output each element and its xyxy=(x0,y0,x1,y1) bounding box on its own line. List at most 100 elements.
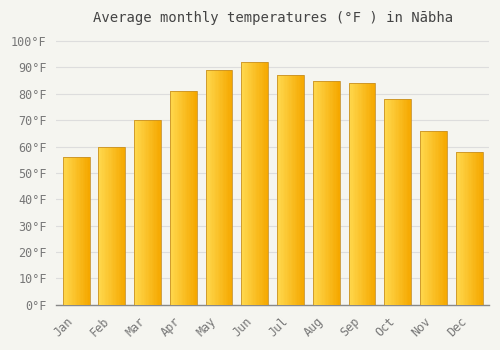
Bar xyxy=(75,157,76,305)
Bar xyxy=(108,147,109,305)
Bar xyxy=(464,152,465,305)
Bar xyxy=(352,83,354,305)
Bar xyxy=(458,152,460,305)
Bar xyxy=(263,62,264,305)
Bar xyxy=(290,75,292,305)
Bar xyxy=(406,99,407,305)
Bar xyxy=(422,131,423,305)
Bar xyxy=(470,152,472,305)
Bar xyxy=(62,157,64,305)
Bar xyxy=(314,80,316,305)
Bar xyxy=(140,120,141,305)
Bar xyxy=(432,131,434,305)
Bar xyxy=(466,152,468,305)
Title: Average monthly temperatures (°F ) in Nābha: Average monthly temperatures (°F ) in Nā… xyxy=(92,11,452,25)
Bar xyxy=(154,120,156,305)
Bar xyxy=(435,131,436,305)
Bar xyxy=(106,147,108,305)
Bar xyxy=(461,152,462,305)
Bar xyxy=(248,62,250,305)
Bar xyxy=(402,99,403,305)
Bar xyxy=(440,131,442,305)
Bar xyxy=(121,147,122,305)
Bar xyxy=(255,62,256,305)
Bar xyxy=(469,152,470,305)
Bar xyxy=(474,152,476,305)
Bar xyxy=(109,147,110,305)
Bar xyxy=(190,91,192,305)
Bar xyxy=(242,62,268,305)
Bar xyxy=(431,131,432,305)
Bar xyxy=(286,75,288,305)
Bar xyxy=(374,83,376,305)
Bar xyxy=(120,147,121,305)
Bar xyxy=(391,99,392,305)
Bar xyxy=(117,147,118,305)
Bar xyxy=(390,99,391,305)
Bar xyxy=(348,83,376,305)
Bar xyxy=(87,157,88,305)
Bar xyxy=(110,147,112,305)
Bar xyxy=(170,91,172,305)
Bar xyxy=(282,75,284,305)
Bar xyxy=(113,147,114,305)
Bar xyxy=(145,120,146,305)
Bar xyxy=(456,152,457,305)
Bar xyxy=(358,83,360,305)
Bar xyxy=(144,120,145,305)
Bar xyxy=(148,120,149,305)
Bar xyxy=(362,83,364,305)
Bar xyxy=(403,99,404,305)
Bar xyxy=(178,91,180,305)
Bar xyxy=(194,91,196,305)
Bar xyxy=(134,120,136,305)
Bar xyxy=(329,80,330,305)
Bar xyxy=(207,70,208,305)
Bar xyxy=(141,120,142,305)
Bar xyxy=(256,62,258,305)
Bar xyxy=(98,147,100,305)
Bar xyxy=(387,99,388,305)
Bar xyxy=(280,75,281,305)
Bar xyxy=(434,131,435,305)
Bar xyxy=(118,147,120,305)
Bar xyxy=(332,80,333,305)
Bar xyxy=(426,131,427,305)
Bar xyxy=(83,157,84,305)
Bar xyxy=(438,131,439,305)
Bar xyxy=(326,80,328,305)
Bar xyxy=(149,120,150,305)
Bar xyxy=(468,152,469,305)
Bar xyxy=(338,80,340,305)
Bar xyxy=(64,157,66,305)
Bar xyxy=(218,70,219,305)
Bar xyxy=(364,83,366,305)
Bar xyxy=(71,157,72,305)
Bar xyxy=(158,120,160,305)
Bar xyxy=(388,99,390,305)
Bar xyxy=(260,62,262,305)
Bar xyxy=(223,70,224,305)
Bar xyxy=(259,62,260,305)
Bar xyxy=(137,120,138,305)
Bar xyxy=(337,80,338,305)
Bar xyxy=(294,75,296,305)
Bar xyxy=(446,131,447,305)
Bar xyxy=(472,152,474,305)
Bar xyxy=(277,75,278,305)
Bar xyxy=(251,62,252,305)
Bar xyxy=(68,157,70,305)
Bar xyxy=(370,83,372,305)
Bar xyxy=(156,120,157,305)
Bar xyxy=(424,131,426,305)
Bar xyxy=(293,75,294,305)
Bar xyxy=(84,157,86,305)
Bar xyxy=(138,120,140,305)
Bar xyxy=(210,70,211,305)
Bar xyxy=(206,70,207,305)
Bar xyxy=(428,131,430,305)
Bar xyxy=(318,80,320,305)
Bar xyxy=(420,131,447,305)
Bar xyxy=(78,157,79,305)
Bar xyxy=(410,99,411,305)
